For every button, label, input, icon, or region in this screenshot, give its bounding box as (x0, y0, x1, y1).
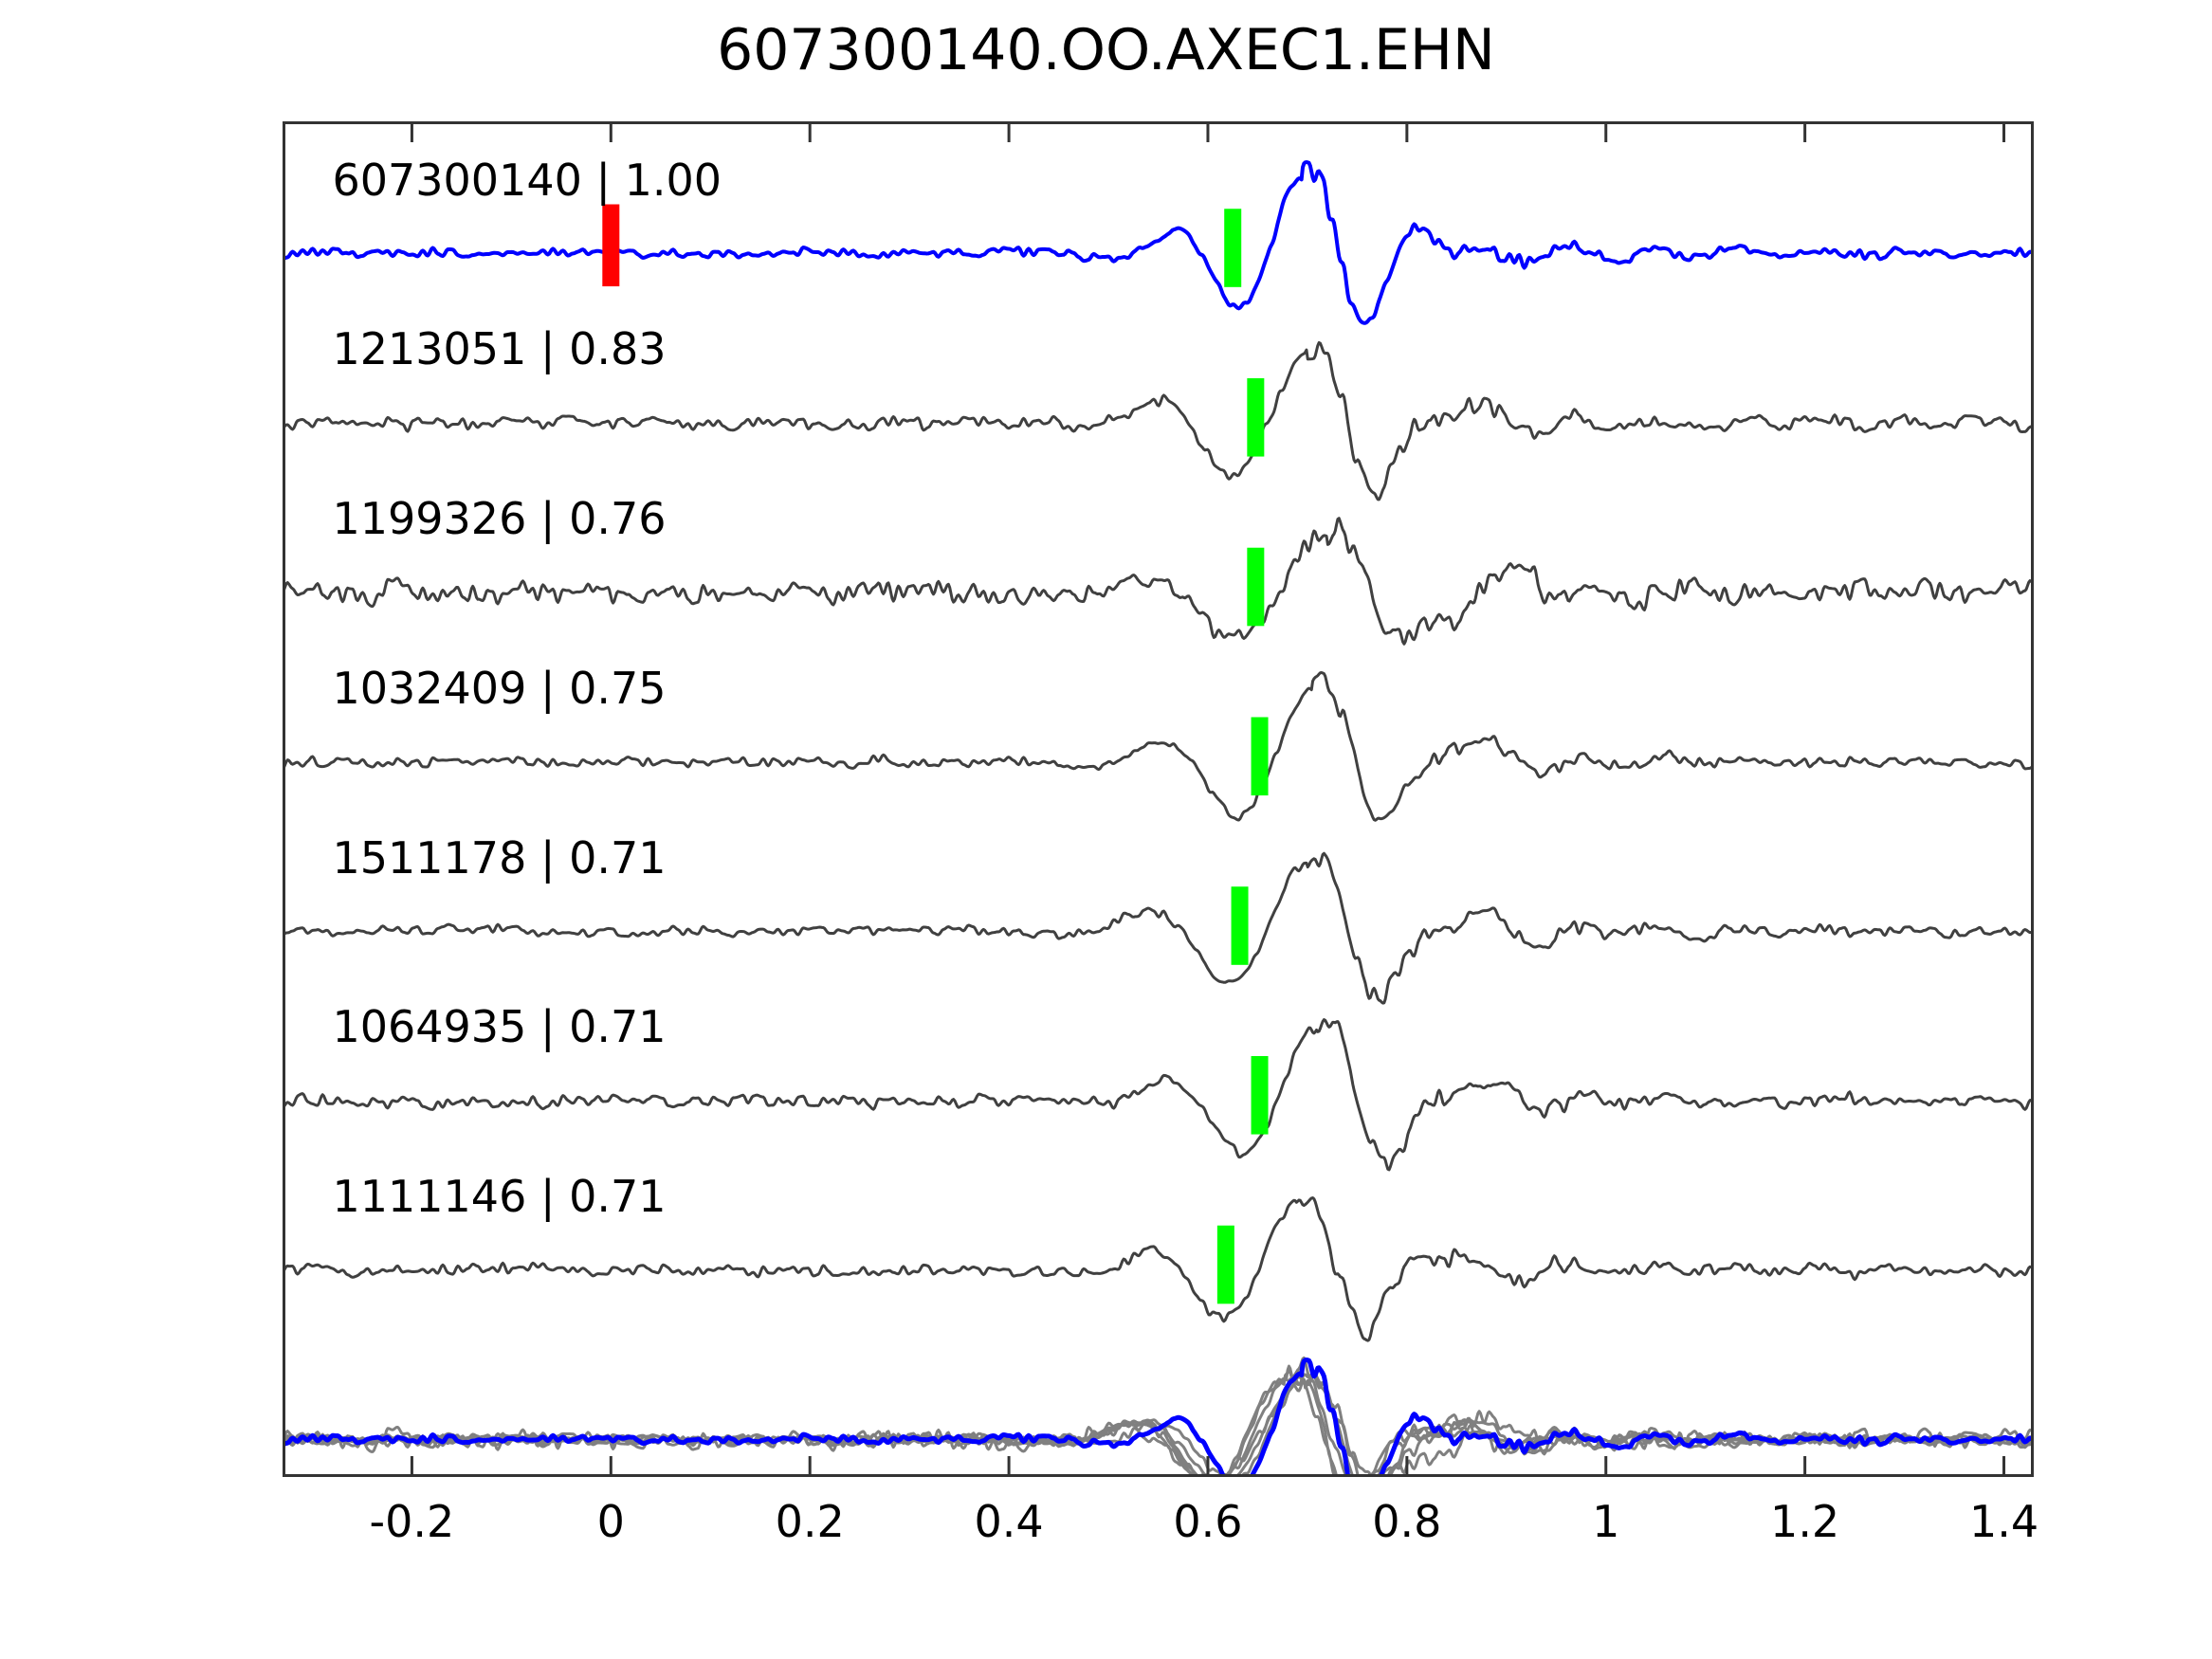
trace-lines-group (283, 160, 2034, 1342)
x-tick-label: 0.2 (775, 1496, 845, 1547)
stack-master-trace (283, 1357, 2034, 1477)
x-tick-label: 0 (596, 1496, 625, 1547)
phase-pick-marker[interactable] (1251, 1055, 1269, 1135)
trace-label: 1064935 | 0.71 (332, 1001, 667, 1053)
trace-label: 1199326 | 0.76 (332, 493, 667, 545)
x-tick-label: 1 (1592, 1496, 1620, 1547)
pick-markers-group (602, 204, 1269, 1304)
page-title: 607300140.OO.AXEC1.EHN (717, 17, 1495, 83)
phase-pick-marker[interactable] (1216, 1225, 1234, 1304)
waveform-trace (283, 1018, 2034, 1172)
trace-label: 607300140 | 1.00 (332, 154, 722, 206)
phase-pick-marker[interactable] (1224, 209, 1242, 287)
x-tick-label: 1.4 (1968, 1496, 2039, 1547)
x-tick-label: 0.4 (974, 1496, 1044, 1547)
trace-label: 1032409 | 0.75 (332, 662, 667, 714)
x-tick-label: -0.2 (369, 1496, 455, 1547)
phase-pick-marker[interactable] (1247, 377, 1265, 457)
stack-overlay-trace (283, 1373, 2034, 1477)
stack-overlay-group (283, 1356, 2034, 1477)
waveform-trace (283, 851, 2034, 1005)
phase-pick-marker[interactable] (1251, 717, 1269, 796)
axis-ticks-group (410, 121, 2006, 1477)
x-axis-tick-labels: -0.2 0 0.2 0.4 0.6 0.8 1 1.2 1.4 (283, 1496, 2039, 1562)
waveform-trace (283, 671, 2034, 822)
trace-label: 1111146 | 0.71 (332, 1171, 667, 1223)
stack-overlay-trace (283, 1356, 2034, 1477)
origin-time-marker[interactable] (602, 204, 620, 287)
trace-label: 1213051 | 0.83 (332, 323, 667, 375)
waveform-trace (283, 517, 2034, 646)
stack-overlay-trace (283, 1371, 2034, 1477)
trace-label: 1511178 | 0.71 (332, 831, 667, 884)
phase-pick-marker[interactable] (1247, 547, 1265, 627)
waveform-trace (283, 1196, 2034, 1342)
stack-overlay-trace (283, 1372, 2034, 1477)
waveform-svg (283, 121, 2034, 1477)
waveform-trace (283, 160, 2034, 325)
phase-pick-marker[interactable] (1231, 886, 1249, 965)
x-tick-label: 0.6 (1173, 1496, 1243, 1547)
stack-overlay-trace (283, 1358, 2034, 1477)
x-tick-label: 1.2 (1770, 1496, 1840, 1547)
plot-area[interactable]: 607300140 | 1.00 1213051 | 0.83 1199326 | … (283, 121, 2034, 1477)
waveform-trace (283, 340, 2034, 501)
x-tick-label: 0.8 (1372, 1496, 1442, 1547)
